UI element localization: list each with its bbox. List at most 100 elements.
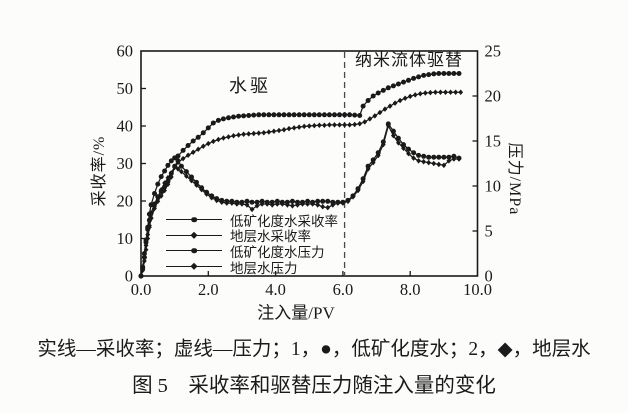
data-marker-diamond [443, 89, 448, 96]
data-marker-diamond [458, 89, 464, 96]
left-axis-title: 采收率/% [91, 135, 108, 207]
left-axis-tick-label: 50 [117, 79, 134, 98]
data-marker-diamond [320, 203, 326, 210]
data-marker-diamond [175, 166, 181, 172]
data-marker-diamond [382, 106, 388, 112]
data-marker-diamond [422, 90, 428, 96]
data-marker-diamond [155, 198, 161, 205]
data-marker-circle [236, 113, 242, 119]
data-marker-circle [178, 163, 184, 169]
data-marker-diamond [441, 162, 447, 169]
data-marker-circle [210, 120, 216, 126]
data-marker-diamond [325, 204, 331, 211]
data-marker-diamond [236, 132, 241, 138]
legend-circle-marker-icon [191, 248, 197, 254]
data-marker-diamond [162, 187, 167, 194]
data-marker-diamond [200, 143, 206, 150]
data-marker-diamond [370, 159, 376, 166]
data-marker-circle [205, 125, 211, 131]
data-marker-circle [441, 71, 447, 76]
data-marker-circle [183, 169, 189, 175]
left-axis-tick-label: 60 [117, 42, 134, 61]
data-marker-diamond [279, 201, 285, 207]
data-marker-circle [365, 98, 371, 103]
data-marker-circle [451, 71, 457, 76]
data-marker-diamond [226, 134, 231, 140]
data-marker-circle [168, 158, 174, 164]
data-marker-circle [155, 181, 161, 187]
data-marker-diamond [451, 156, 457, 162]
data-marker-circle [347, 112, 353, 118]
data-marker-circle [165, 162, 171, 168]
data-marker-circle [189, 174, 194, 180]
data-marker-diamond [345, 198, 351, 205]
data-marker-circle [266, 112, 272, 118]
data-marker-circle [200, 130, 206, 136]
data-marker-circle [155, 194, 161, 200]
legend-item-label: 地层水采收率 [230, 229, 311, 245]
data-marker-circle [456, 71, 462, 76]
figure-title: 图 5 采收率和驱替压力随注入量的变化 [132, 375, 496, 397]
data-marker-diamond [305, 201, 310, 207]
data-marker-diamond [147, 222, 152, 229]
data-marker-diamond [411, 155, 416, 161]
legend-line-sample [166, 216, 222, 223]
data-marker-circle [411, 75, 417, 81]
data-marker-diamond [417, 90, 423, 97]
data-marker-diamond [426, 159, 432, 166]
data-marker-circle [380, 87, 386, 93]
data-marker-circle [431, 154, 437, 160]
data-marker-diamond [306, 123, 312, 129]
data-marker-diamond [456, 156, 462, 162]
data-marker-diamond [141, 255, 147, 261]
data-marker-diamond [427, 89, 433, 96]
data-marker-circle [357, 113, 363, 118]
data-marker-circle [301, 112, 307, 118]
data-marker-diamond [190, 149, 196, 156]
data-marker-diamond [342, 122, 347, 128]
data-marker-circle [421, 153, 427, 159]
data-marker-diamond [249, 206, 255, 213]
data-marker-circle [244, 198, 250, 204]
data-marker-circle [441, 154, 447, 160]
data-marker-diamond [401, 145, 406, 151]
data-marker-diamond [271, 128, 277, 135]
data-marker-circle [271, 112, 277, 118]
stage-label-water-flooding: 水驱 [229, 76, 271, 96]
data-marker-circle [360, 103, 366, 109]
right-axis-title: 压力/MPa [506, 142, 523, 216]
data-marker-circle [316, 112, 322, 118]
data-marker-diamond [224, 200, 230, 206]
data-marker-diamond [438, 89, 443, 96]
data-marker-circle [185, 143, 191, 148]
legend-item: 低矿化度水采收率 [166, 212, 338, 229]
data-marker-circle [332, 112, 337, 118]
data-marker-diamond [234, 201, 240, 207]
data-marker-diamond [372, 113, 378, 119]
data-marker-diamond [158, 193, 164, 199]
right-axis-tick-label: 25 [485, 42, 502, 61]
data-marker-circle [446, 71, 452, 76]
data-marker-diamond [152, 205, 157, 212]
data-marker-circle [249, 199, 255, 205]
data-marker-diamond [178, 168, 184, 175]
chart-canvas: 0 10 20 30 40 50 60 0 5 10 15 20 25 0.0 2.0 4.0 6.0 8.0 10… [117, 42, 502, 300]
data-marker-diamond [214, 197, 220, 204]
left-axis-tick-label: 40 [117, 117, 134, 136]
data-marker-circle [315, 198, 321, 204]
data-marker-diamond [362, 119, 368, 125]
data-marker-circle [281, 112, 287, 118]
data-marker-circle [431, 71, 437, 77]
legend-diamond-marker-icon [190, 232, 198, 239]
data-marker-diamond [185, 152, 191, 159]
right-axis-tick-label: 5 [485, 222, 493, 241]
data-marker-diamond [357, 120, 363, 127]
data-marker-circle [215, 117, 221, 123]
data-marker-diamond [269, 202, 275, 208]
legend-item-label: 低矿化度水采收率 [230, 213, 338, 229]
data-marker-diamond [219, 199, 225, 205]
data-marker-circle [375, 90, 381, 96]
data-marker-diamond [375, 152, 381, 159]
legend-item-label: 低矿化度水压力 [230, 244, 325, 260]
data-marker-circle [352, 112, 358, 118]
